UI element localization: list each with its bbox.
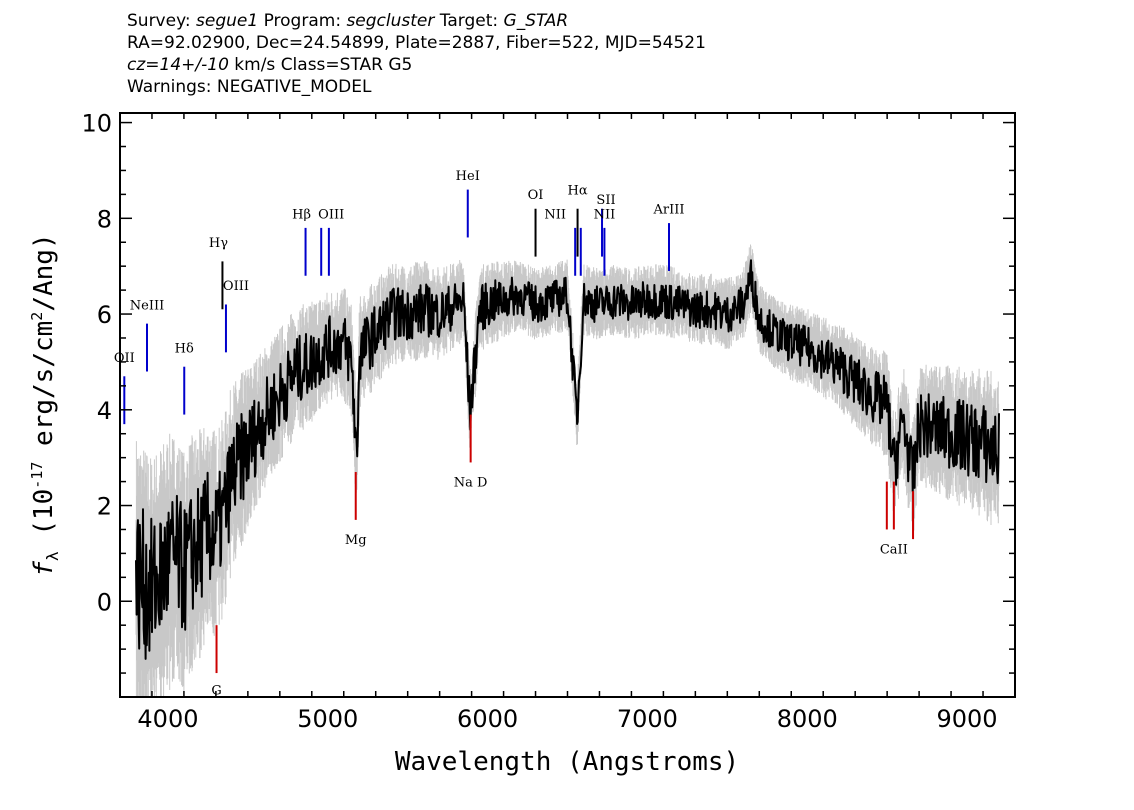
emission-line-label: ArIII bbox=[652, 203, 684, 218]
x-tick-label: 7000 bbox=[617, 705, 678, 733]
emission-line-label: OI bbox=[528, 188, 544, 203]
emission-line-label: HeI bbox=[456, 169, 480, 184]
emission-line-label: Hβ bbox=[292, 207, 311, 222]
spectrum-header: Survey: segue1 Program: segcluster Targe… bbox=[127, 10, 706, 98]
emission-line-label: OII bbox=[114, 351, 135, 366]
header-line-warnings: Warnings: NEGATIVE_MODEL bbox=[127, 77, 372, 97]
emission-line-label: Hα bbox=[568, 183, 588, 198]
header-line-survey: Survey: segue1 Program: segcluster Targe… bbox=[127, 11, 569, 31]
survey-name: segue1 bbox=[196, 11, 259, 31]
x-tick-label: 5000 bbox=[297, 705, 358, 733]
emission-line-label: Hδ bbox=[175, 341, 194, 356]
x-tick-label: 6000 bbox=[457, 705, 518, 733]
absorption-line-label: Na D bbox=[454, 475, 488, 490]
y-tick-label: 4 bbox=[97, 397, 112, 425]
emission-line-label: OIII bbox=[318, 207, 344, 222]
y-tick-label: 10 bbox=[81, 110, 112, 138]
target-name: G_STAR bbox=[503, 11, 569, 31]
x-axis-title: Wavelength (Angstroms) bbox=[395, 747, 739, 777]
absorption-line-label: CaII bbox=[880, 542, 908, 557]
flux-line-layer bbox=[135, 259, 1000, 660]
emission-line-label: SII bbox=[596, 193, 615, 208]
emission-line-label: NeIII bbox=[130, 298, 164, 313]
emission-line-label: NII bbox=[594, 207, 616, 222]
y-tick-label: 8 bbox=[97, 205, 112, 233]
emission-line-label: OIII bbox=[223, 279, 249, 294]
program-name: segcluster bbox=[346, 11, 435, 31]
emission-line-label: Hγ bbox=[209, 236, 228, 251]
x-tick-label: 8000 bbox=[777, 705, 838, 733]
axes-layer: 4000 5000 6000 7000 8000 9000 0 2 4 6 8 10 bbox=[81, 110, 1016, 733]
header-line-redshift: cz=14+/-10 km/s Class=STAR G5 bbox=[127, 55, 413, 75]
x-tick-label: 9000 bbox=[937, 705, 998, 733]
x-tick-label: 4000 bbox=[137, 705, 198, 733]
emission-line-label: NII bbox=[544, 207, 566, 222]
y-tick-label: 2 bbox=[97, 493, 112, 521]
y-tick-label: 6 bbox=[97, 301, 112, 329]
y-tick-label: 0 bbox=[97, 588, 112, 616]
header-line-coordinates: RA=92.02900, Dec=24.54899, Plate=2887, F… bbox=[127, 33, 706, 53]
flux-line bbox=[135, 259, 1000, 660]
y-axis-title: fλ (10-17 erg/s/cm2/Ang) bbox=[28, 233, 62, 576]
absorption-line-label: Mg bbox=[345, 533, 367, 548]
